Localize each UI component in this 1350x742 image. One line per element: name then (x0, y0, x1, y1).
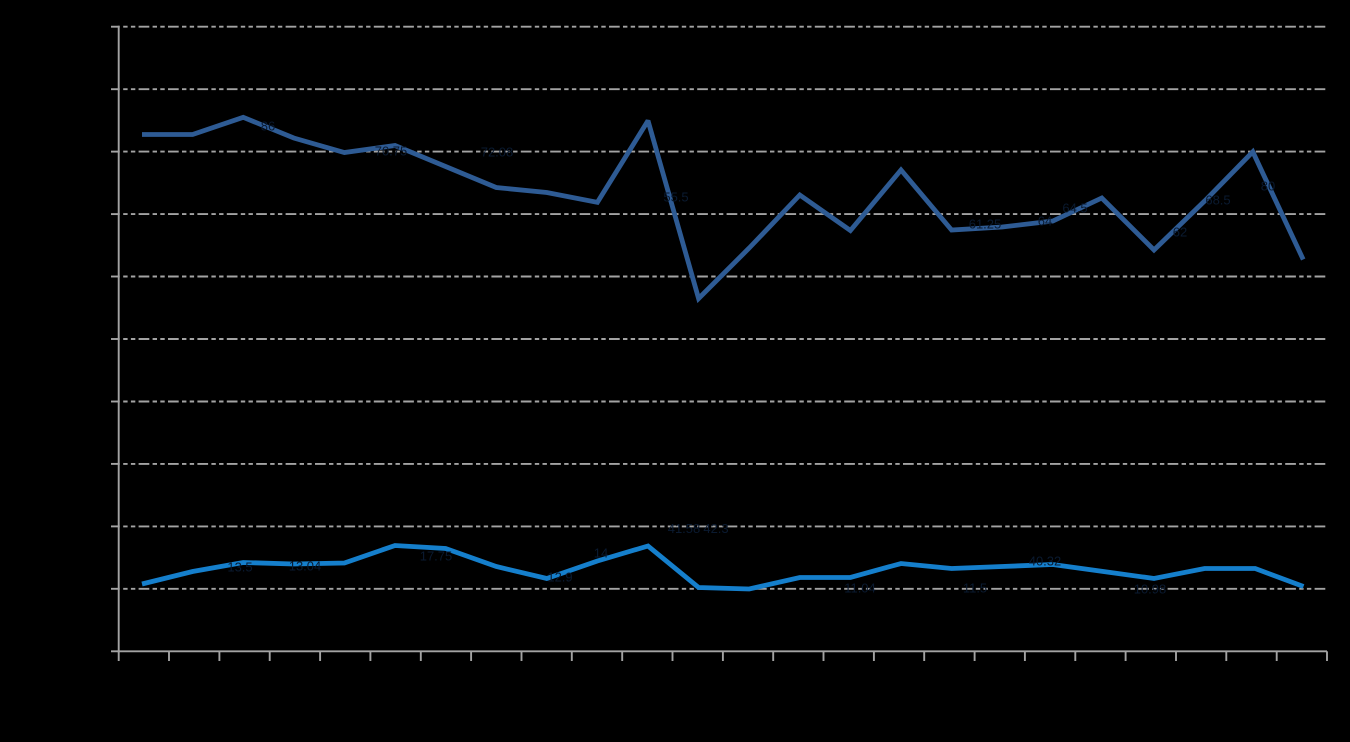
svg-text:11.04: 11.04 (844, 581, 876, 596)
svg-text:42.3: 42.3 (703, 521, 728, 536)
svg-text:10.98: 10.98 (1134, 582, 1167, 597)
svg-text:13.04: 13.04 (289, 559, 322, 574)
svg-text:64: 64 (1038, 214, 1052, 229)
svg-text:17.75: 17.75 (420, 549, 453, 564)
svg-text:55.5: 55.5 (663, 190, 688, 205)
svg-text:68.5: 68.5 (1205, 193, 1230, 208)
svg-text:14: 14 (594, 546, 608, 561)
svg-text:86: 86 (261, 119, 275, 134)
svg-text:62: 62 (1173, 225, 1187, 240)
svg-text:64.5: 64.5 (1062, 201, 1087, 216)
svg-text:80: 80 (1261, 179, 1275, 194)
svg-text:41.58: 41.58 (668, 521, 701, 536)
svg-text:70.75: 70.75 (375, 144, 408, 159)
svg-text:11.5: 11.5 (963, 581, 987, 596)
svg-text:12.9: 12.9 (547, 570, 572, 585)
svg-text:13.5: 13.5 (227, 560, 252, 575)
svg-text:72.08: 72.08 (481, 145, 514, 160)
svg-text:40.32: 40.32 (1029, 554, 1062, 569)
svg-text:61.25: 61.25 (969, 217, 1002, 232)
